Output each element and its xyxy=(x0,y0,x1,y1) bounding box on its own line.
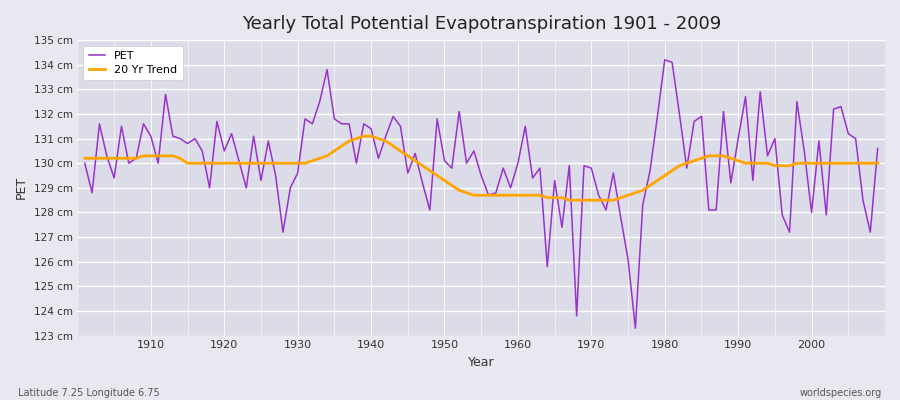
PET xyxy=(138,122,148,126)
20 Yr Trend xyxy=(344,139,355,144)
PET xyxy=(505,186,516,190)
PET xyxy=(300,116,310,121)
Legend: PET, 20 Yr Trend: PET, 20 Yr Trend xyxy=(83,46,183,80)
20 Yr Trend xyxy=(616,195,626,200)
PET xyxy=(630,326,641,330)
PET xyxy=(79,161,90,166)
X-axis label: Year: Year xyxy=(468,356,494,369)
20 Yr Trend xyxy=(79,156,90,161)
20 Yr Trend xyxy=(512,193,523,198)
PET xyxy=(660,58,670,62)
20 Yr Trend xyxy=(138,154,148,158)
20 Yr Trend xyxy=(520,193,531,198)
20 Yr Trend xyxy=(872,161,883,166)
Text: Latitude 7.25 Longitude 6.75: Latitude 7.25 Longitude 6.75 xyxy=(18,388,160,398)
PET xyxy=(512,161,523,166)
20 Yr Trend xyxy=(564,198,575,202)
Y-axis label: PET: PET xyxy=(15,176,28,200)
Title: Yearly Total Potential Evapotranspiration 1901 - 2009: Yearly Total Potential Evapotranspiratio… xyxy=(241,15,721,33)
PET xyxy=(600,208,611,212)
Text: worldspecies.org: worldspecies.org xyxy=(800,388,882,398)
PET xyxy=(872,146,883,151)
Line: PET: PET xyxy=(85,60,878,328)
20 Yr Trend xyxy=(300,161,310,166)
Line: 20 Yr Trend: 20 Yr Trend xyxy=(85,136,878,200)
20 Yr Trend xyxy=(358,134,369,138)
PET xyxy=(344,122,355,126)
